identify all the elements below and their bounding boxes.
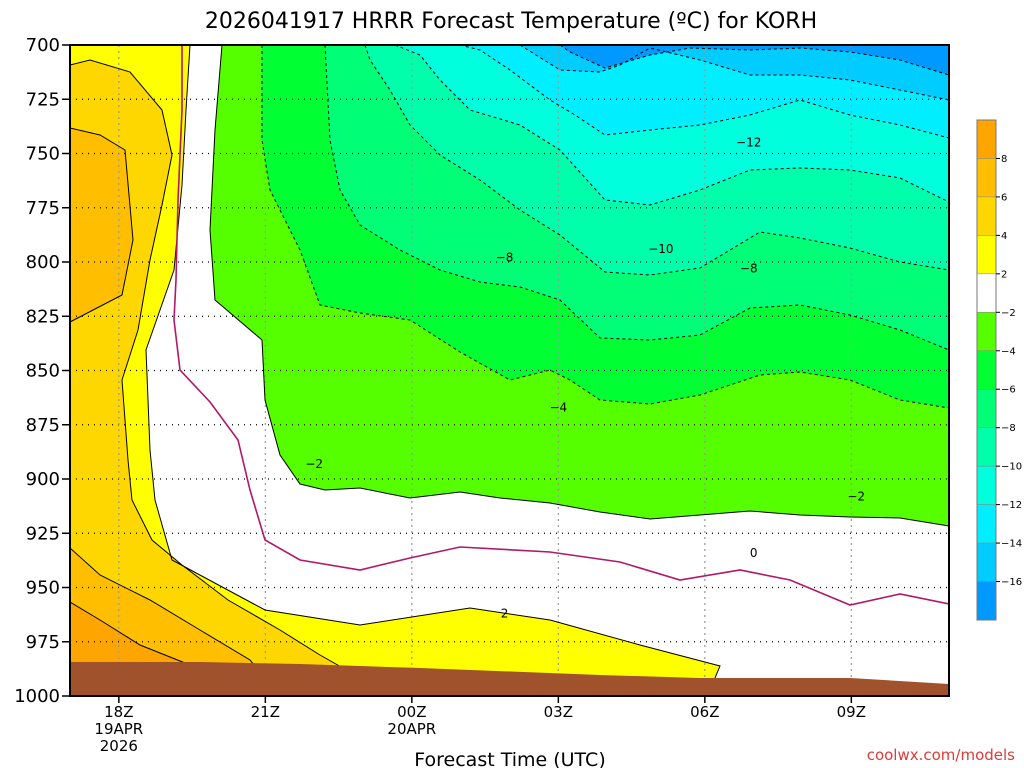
colorbar-label: 2 (1001, 269, 1007, 280)
colorbar-swatch (976, 235, 997, 275)
contour-label: −2 (847, 489, 865, 503)
colorbar-swatch (976, 581, 997, 621)
colorbar-label: −6 (1001, 385, 1016, 396)
colorbar-swatch (976, 504, 997, 544)
contour-line-minus10 (394, 45, 949, 206)
plot-area: −12 −10 −8 −8 −4 −2 −2 0 2 (70, 45, 949, 696)
colorbar-label: −12 (1001, 500, 1022, 511)
ground-surface (70, 662, 949, 696)
colorbar-label: 8 (1001, 154, 1007, 165)
contour-line-minus14 (519, 45, 949, 101)
temperature-band-minus16-to-minus18 (560, 45, 949, 75)
y-tick-label: 975 (26, 632, 60, 653)
y-tick-label: 700 (26, 35, 60, 56)
contour-label: −2 (305, 457, 323, 471)
contour-line-6 (70, 127, 134, 323)
colorbar-swatch (976, 350, 997, 390)
temperature-band-8-to-10 (70, 602, 200, 672)
contour-label: −4 (549, 400, 567, 414)
colorbar-label: −14 (1001, 539, 1022, 550)
y-tick-label: 825 (26, 306, 60, 327)
contour-label: 0 (750, 546, 758, 560)
colorbar-swatch (976, 465, 997, 505)
colorbar-swatch (976, 158, 997, 198)
y-tick-label: 775 (26, 198, 60, 219)
colorbar-frame (976, 119, 997, 621)
y-tick-label: 1000 (14, 686, 60, 707)
colorbar-label: −2 (1001, 308, 1016, 319)
contour-line-minus2 (209, 45, 949, 527)
y-tick-label: 925 (26, 523, 60, 544)
x-tick-label: 21Z (251, 703, 280, 721)
colorbar-label: 4 (1001, 231, 1007, 242)
contour-line-minus8 (364, 45, 949, 276)
contour-line-2 (145, 45, 721, 679)
x-tick-label: 06Z (690, 703, 719, 721)
grid-lines (70, 45, 949, 696)
colorbar-label: −10 (1001, 462, 1022, 473)
contour-line-minus12 (459, 45, 949, 139)
colorbar-swatch (976, 119, 997, 159)
credit-link[interactable]: coolwx.com/models (867, 746, 1015, 764)
y-tick-label: 875 (26, 415, 60, 436)
x-axis-label: Forecast Time (UTC) (414, 749, 605, 768)
y-tick-label: 950 (26, 578, 60, 599)
y-tick-label: 900 (26, 469, 60, 490)
contour-line-minus6 (324, 45, 949, 351)
contour-line-0 (173, 45, 949, 606)
x-tick-label: 20APR (387, 720, 436, 738)
contour-label: −8 (496, 251, 514, 265)
y-tick-label: 750 (26, 144, 60, 165)
colorbar-swatch (976, 427, 997, 467)
y-tick-label: 800 (26, 252, 60, 273)
contour-label: −12 (736, 136, 761, 150)
colorbar-legend: 8 6 4 2 −2 −4 −6 −8 −10 −12 −14 −16 (976, 119, 1022, 621)
x-tick-label: 18Z (104, 703, 133, 721)
x-tick-label: 03Z (544, 703, 573, 721)
contour-label: 2 (501, 607, 509, 621)
colorbar-swatch (976, 196, 997, 236)
x-tick-label: 00Z (397, 703, 426, 721)
colorbar-label: −4 (1001, 346, 1016, 357)
contour-line-minus4 (261, 45, 949, 409)
colorbar-swatch (976, 273, 997, 313)
contour-labels: −12 −10 −8 −8 −4 −2 −2 0 2 (305, 136, 865, 621)
contour-label: −10 (648, 242, 673, 256)
contour-line-minus16 (559, 45, 949, 76)
temperature-band-4-to-6 (70, 60, 350, 672)
cold-contours (261, 45, 949, 409)
x-tick-label: 19APR (94, 720, 143, 738)
colorbar-swatch (976, 388, 997, 428)
colorbar-label: −16 (1001, 577, 1022, 588)
y-tick-label: 725 (26, 89, 60, 110)
x-tick-label: 2026 (100, 737, 138, 755)
y-axis: 700 725 750 775 800 825 850 875 900 925 950 975 1000 (14, 35, 70, 707)
colorbar-label: −8 (1001, 423, 1016, 434)
contour-label: −8 (740, 262, 758, 276)
contour-line-4 (70, 59, 351, 673)
colorbar-swatch (976, 312, 997, 352)
y-tick-label: 850 (26, 361, 60, 382)
chart-title: 2026041917 HRRR Forecast Temperature (ºC… (205, 9, 817, 34)
colorbar-swatch (976, 542, 997, 582)
contour-line-6 (70, 547, 261, 673)
temperature-band-6-to-8 (70, 128, 133, 322)
x-tick-label: 09Z (837, 703, 866, 721)
colorbar-label: 6 (1001, 192, 1007, 203)
